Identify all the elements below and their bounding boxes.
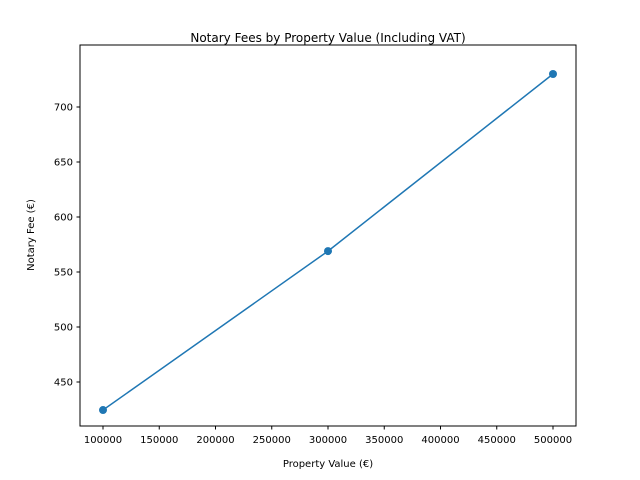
data-point-marker bbox=[549, 70, 557, 78]
x-axis-label: Property Value (€) bbox=[283, 459, 373, 470]
y-tick-label: 550 bbox=[54, 268, 73, 279]
x-tick-label: 100000 bbox=[84, 435, 122, 446]
y-axis-label: Notary Fee (€) bbox=[26, 199, 37, 271]
x-tick-label: 400000 bbox=[421, 435, 459, 446]
x-tick-label: 150000 bbox=[140, 435, 178, 446]
x-tick-label: 200000 bbox=[196, 435, 234, 446]
y-tick-label: 500 bbox=[54, 323, 73, 334]
chart-title: Notary Fees by Property Value (Including… bbox=[190, 31, 465, 45]
plot-area bbox=[99, 70, 557, 415]
y-axis: 450 500 550 600 650 700 bbox=[54, 103, 80, 389]
data-point-marker bbox=[324, 247, 332, 256]
y-tick-label: 650 bbox=[54, 158, 73, 169]
x-tick-label: 250000 bbox=[253, 435, 291, 446]
x-tick-label: 500000 bbox=[534, 435, 572, 446]
y-tick-label: 700 bbox=[54, 103, 73, 114]
y-tick-label: 600 bbox=[54, 213, 73, 224]
x-axis: 100000 150000 200000 250000 300000 350000 4000… bbox=[84, 426, 572, 446]
data-point-marker bbox=[99, 406, 107, 415]
x-tick-label: 450000 bbox=[478, 435, 516, 446]
x-tick-label: 350000 bbox=[365, 435, 403, 446]
y-tick-label: 450 bbox=[54, 378, 73, 389]
x-tick-label: 300000 bbox=[309, 435, 347, 446]
